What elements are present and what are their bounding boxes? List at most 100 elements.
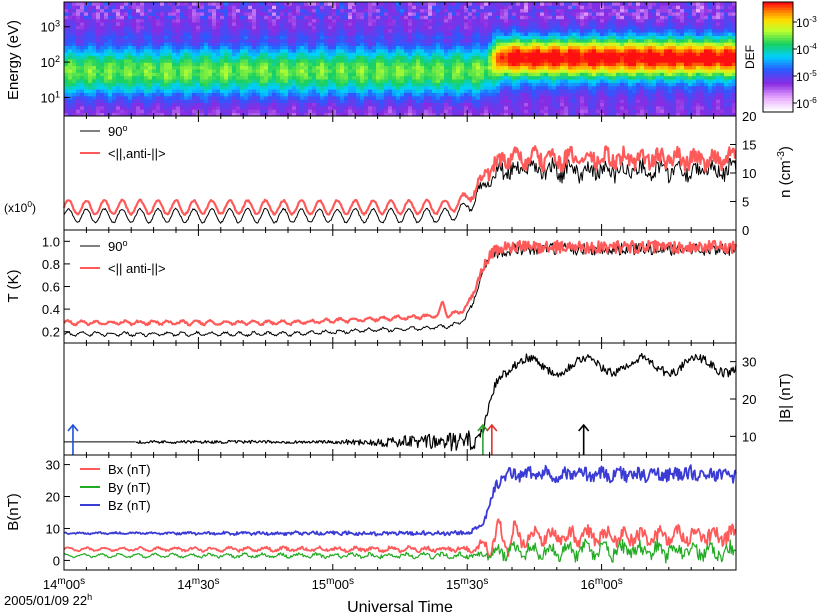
spectrogram-cell	[196, 62, 201, 67]
spectrogram-cell	[272, 8, 277, 13]
spectrogram-cell	[508, 45, 513, 50]
spectrogram-cell	[388, 75, 393, 80]
spectrogram-cell	[216, 8, 221, 13]
spectrogram-cell	[272, 75, 277, 80]
spectrogram-cell	[168, 59, 173, 63]
spectrogram-cell	[168, 28, 173, 33]
spectrogram-cell	[96, 45, 101, 50]
spectrogram-cell	[544, 72, 549, 77]
spectrogram-cell	[456, 5, 461, 10]
spectrogram-cell	[128, 15, 133, 20]
spectrogram-cell	[540, 28, 545, 33]
spectrogram-cell	[480, 109, 485, 114]
spectrogram-cell	[540, 75, 545, 80]
spectrogram-cell	[160, 22, 165, 26]
spectrogram-cell	[284, 92, 289, 97]
spectrogram-cell	[536, 45, 541, 50]
spectrogram-cell	[92, 62, 97, 67]
spectrogram-cell	[600, 59, 605, 63]
spectrogram-cell	[612, 18, 617, 23]
spectrogram-cell	[496, 8, 501, 13]
spectrogram-cell	[160, 35, 165, 40]
spectrogram-cell	[544, 42, 549, 46]
spectrogram-cell	[152, 25, 157, 30]
spectrogram-cell	[120, 102, 125, 107]
spectrogram-cell	[64, 55, 69, 60]
spectrogram-cell	[280, 85, 285, 90]
spectrogram-cell	[644, 92, 649, 97]
spectrogram-cell	[536, 65, 541, 70]
spectrogram-cell	[616, 5, 621, 10]
spectrogram-cell	[344, 109, 349, 114]
spectrogram-cell	[212, 38, 217, 43]
spectrogram-cell	[460, 15, 465, 20]
spectrogram-cell	[440, 35, 445, 40]
spectrogram-cell	[296, 12, 301, 16]
spectrogram-cell	[588, 38, 593, 43]
spectrogram-cell	[76, 112, 81, 117]
spectrogram-cell	[648, 12, 653, 16]
spectrogram-cell	[264, 75, 269, 80]
spectrogram-cell	[104, 38, 109, 43]
spectrogram-cell	[252, 38, 257, 43]
spectrogram-cell	[168, 2, 173, 6]
spectrogram-cell	[356, 35, 361, 40]
spectrogram-cell	[448, 109, 453, 114]
spectrogram-cell	[536, 12, 541, 16]
spectrogram-cell	[632, 45, 637, 50]
spectrogram-cell	[428, 52, 433, 57]
spectrogram-cell	[296, 69, 301, 73]
spectrogram-cell	[396, 89, 401, 93]
spectrogram-cell	[244, 5, 249, 10]
spectrogram-cell	[640, 22, 645, 26]
spectrogram-cell	[628, 82, 633, 87]
spectrogram-cell	[268, 72, 273, 77]
spectrogram-cell	[572, 25, 577, 30]
spectrogram-cell	[584, 5, 589, 10]
spectrogram-cell	[76, 48, 81, 53]
spectrogram-cell	[412, 55, 417, 60]
spectrogram-cell	[448, 48, 453, 53]
spectrogram-cell	[144, 55, 149, 60]
spectrogram-cell	[404, 79, 409, 83]
spectrogram-cell	[224, 25, 229, 30]
spectrogram-cell	[456, 79, 461, 83]
spectrogram-cell	[376, 99, 381, 103]
spectrogram-cell	[624, 75, 629, 80]
spectrogram-cell	[72, 32, 77, 36]
spectrogram-cell	[584, 28, 589, 33]
spectrogram-cell	[572, 59, 577, 63]
spectrogram-cell	[520, 105, 525, 110]
spectrogram-cell	[252, 109, 257, 114]
spectrogram-cell	[544, 82, 549, 87]
spectrogram-cell	[620, 15, 625, 20]
spectrogram-cell	[628, 72, 633, 77]
spectrogram-cell	[284, 15, 289, 20]
spectrogram-cell	[376, 92, 381, 97]
spectrogram-cell	[148, 45, 153, 50]
spectrogram-cell	[496, 15, 501, 20]
spectrogram-cell	[172, 22, 177, 26]
spectrogram-cell	[304, 48, 309, 53]
spectrogram-cell	[196, 35, 201, 40]
spectrogram-cell	[92, 18, 97, 23]
spectrogram-cell	[244, 28, 249, 33]
spectrogram-cell	[552, 8, 557, 13]
spectrogram-cell	[548, 18, 553, 23]
spectrogram-cell	[468, 85, 473, 90]
spectrogram-cell	[568, 35, 573, 40]
spectrogram-cell	[516, 112, 521, 117]
spectrogram-cell	[240, 79, 245, 83]
spectrogram-cell	[440, 102, 445, 107]
spectrogram-cell	[484, 55, 489, 60]
spectrogram-cell	[232, 5, 237, 10]
spectrogram-cell	[268, 105, 273, 110]
spectrogram-cell	[508, 72, 513, 77]
spectrogram-cell	[640, 112, 645, 117]
spectrogram-cell	[260, 62, 265, 67]
spectrogram-cell	[548, 62, 553, 67]
spectrogram-cell	[640, 89, 645, 93]
spectrogram-cell	[608, 92, 613, 97]
spectrogram-cell	[388, 15, 393, 20]
spectrogram-cell	[532, 48, 537, 53]
